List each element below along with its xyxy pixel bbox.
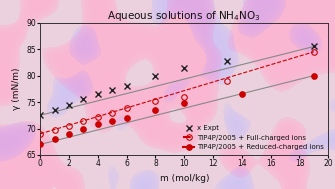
X-axis label: m (mol/kg): m (mol/kg): [159, 174, 209, 183]
Legend: x Expt, TIP4P/2005 + Full-charged ions, TIP4P/2005 + Reduced-charged ions: x Expt, TIP4P/2005 + Full-charged ions, …: [182, 124, 325, 152]
Title: Aqueous solutions of NH$_4$NO$_3$: Aqueous solutions of NH$_4$NO$_3$: [108, 9, 261, 23]
Y-axis label: γ (mN/m): γ (mN/m): [12, 68, 21, 110]
